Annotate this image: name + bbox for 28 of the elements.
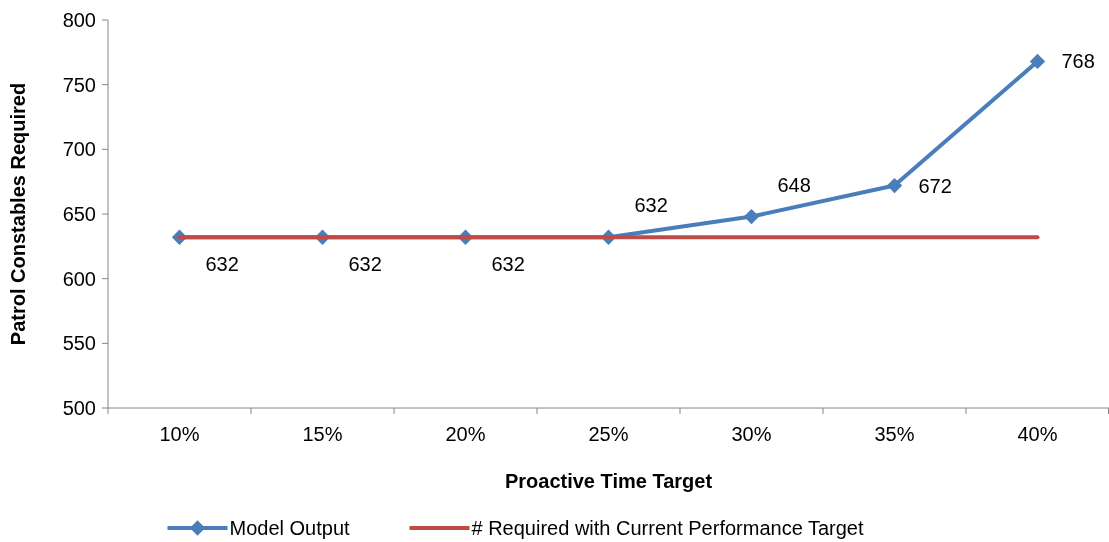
data-label: 632	[634, 194, 668, 217]
x-tick-label: 30%	[731, 423, 772, 445]
data-label: 768	[1061, 50, 1095, 73]
x-tick-label: 40%	[1017, 423, 1058, 445]
y-tick-label: 650	[62, 203, 96, 225]
y-tick-label: 750	[62, 73, 96, 96]
y-tick-label: 550	[62, 332, 96, 355]
x-tick-label: 10%	[159, 423, 200, 445]
point	[1029, 53, 1046, 70]
point	[743, 208, 760, 225]
y-tick-label: 700	[62, 138, 96, 161]
legend-label: # Required with Current Performance Target	[471, 517, 864, 539]
data-label: 672	[918, 174, 952, 197]
x-tick-label: 25%	[588, 423, 629, 445]
data-label: 632	[205, 253, 239, 276]
legend-label: Model Output	[229, 517, 351, 539]
data-label: 632	[491, 253, 525, 276]
data-label: 648	[777, 173, 811, 196]
y-tick-label: 500	[62, 397, 96, 419]
x-tick-label: 20%	[445, 423, 486, 445]
y-axis-title: Patrol Constables Required	[7, 82, 29, 346]
data-label: 632	[348, 253, 382, 276]
x-tick-label: 35%	[874, 423, 915, 445]
y-tick-label: 600	[62, 267, 96, 290]
x-tick-label: 15%	[302, 423, 343, 445]
point	[886, 177, 903, 194]
y-tick-label: 800	[62, 9, 96, 31]
x-axis-title: Proactive Time Target	[504, 470, 713, 492]
